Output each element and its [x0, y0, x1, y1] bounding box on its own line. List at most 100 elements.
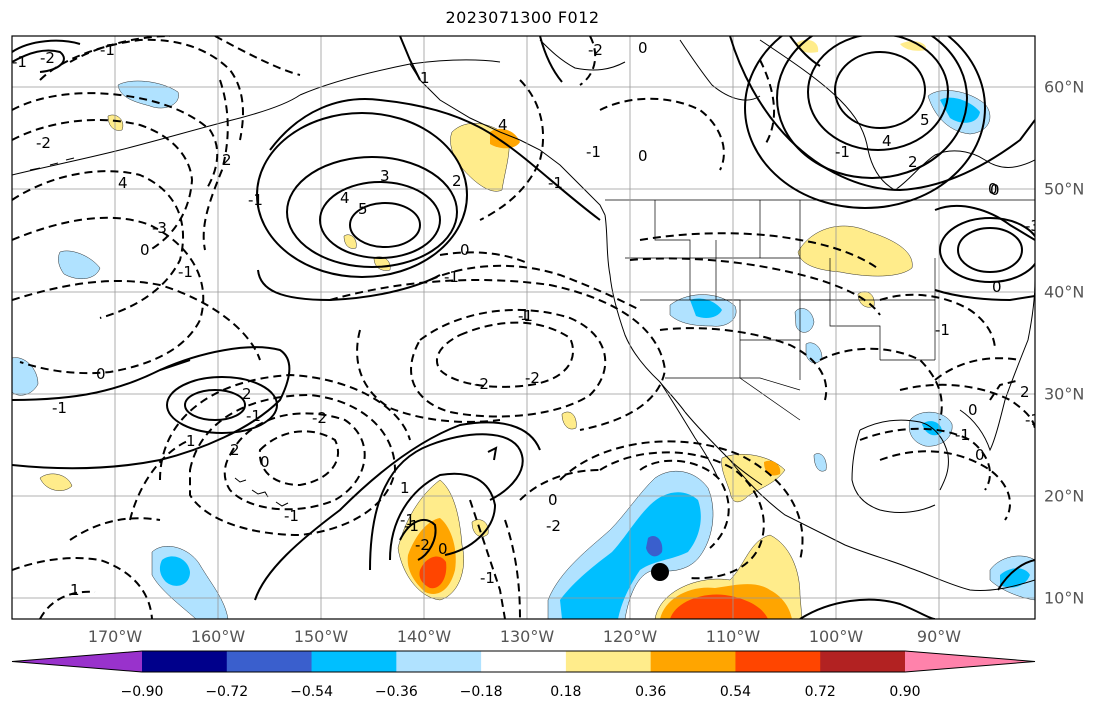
negative-contours: [12, 36, 1035, 619]
contour-label: 0: [140, 241, 150, 259]
contour-label: 0: [992, 278, 1002, 296]
lon-label: 100°W: [808, 627, 864, 646]
contour-label: 0: [990, 181, 1000, 199]
contour-label: 2: [908, 153, 918, 171]
contour-label: 0: [96, 365, 106, 383]
contour-label: 0: [638, 39, 648, 57]
contour-label: 2: [222, 151, 232, 169]
lon-label: 110°W: [705, 627, 761, 646]
map-frame: [11, 35, 1036, 620]
contour-label: -3: [1025, 217, 1040, 235]
contour-label: -2: [588, 41, 603, 59]
lat-label: 20°N: [1044, 486, 1085, 506]
contour-label: -1: [248, 191, 263, 209]
contour-label: -1: [100, 41, 115, 59]
contour-label: -1: [52, 399, 67, 417]
contour-label: 1: [186, 432, 196, 450]
contour-label: 5: [920, 111, 930, 129]
shade-blue: [159, 556, 190, 586]
contour-label: -1: [400, 511, 415, 529]
contour-label: 2: [452, 172, 462, 190]
colorbar-segment: [481, 651, 567, 672]
shade-red-orange: [670, 594, 768, 619]
lat-label: 10°N: [1044, 588, 1085, 608]
colorbar-segment: [226, 651, 313, 672]
contour-label: 1: [420, 69, 430, 87]
contour-label: 0: [438, 540, 448, 558]
colorbar-tick-label: 0.90: [889, 684, 921, 700]
colorbar-tick-label: −0.36: [374, 684, 418, 700]
contour-label: 5: [358, 200, 368, 218]
contour-label: 0: [988, 180, 998, 198]
contour-label: 0: [260, 453, 270, 471]
contour-label: -1: [548, 174, 563, 192]
lat-label: 50°N: [1044, 179, 1085, 199]
contour-label: 4: [118, 174, 128, 192]
colorbar: [11, 650, 1036, 673]
contour-label: 4: [340, 189, 350, 207]
contour-label: -1: [955, 426, 970, 444]
contour-label: 2: [1020, 383, 1030, 401]
contour-label: -2: [525, 369, 540, 387]
shade-blue: [690, 298, 722, 318]
colorbar-tick-label: 0.36: [635, 684, 667, 700]
colorbar-segment: [820, 651, 906, 672]
colorbar-extend-high: [905, 651, 1035, 672]
colorbar-tick-label: 0.54: [719, 684, 752, 700]
location-marker: [651, 563, 669, 581]
contour-label: -2: [40, 49, 55, 67]
contour-label: -2: [415, 536, 430, 554]
contour-label: 0: [975, 446, 985, 464]
lat-label: 30°N: [1044, 384, 1085, 404]
contour-label: 0: [638, 147, 648, 165]
colorbar-segment: [396, 651, 482, 672]
map-title: 2023071300 F012: [445, 8, 600, 27]
contour-label: -1: [480, 569, 495, 587]
colorbar-segment: [650, 651, 736, 672]
colorbar-tick-label: −0.90: [120, 684, 164, 700]
shade-blue: [1000, 568, 1030, 588]
colorbar-tick-label: −0.18: [459, 684, 503, 700]
contour-label: 2: [242, 385, 252, 403]
contour-label: -1: [444, 268, 459, 286]
shade-mid-blue: [646, 535, 663, 557]
shade-light-blue: [58, 250, 101, 279]
contour-label: -1: [12, 53, 27, 71]
colorbar-segment: [311, 651, 397, 672]
lon-label: 90°W: [916, 627, 962, 646]
contour-label: -1: [284, 507, 299, 525]
shade-red-orange: [419, 556, 447, 589]
contour-label: 0: [460, 241, 470, 259]
contour-label: 1: [70, 581, 80, 599]
shade-yellow: [797, 225, 913, 277]
contour-label: -1: [246, 407, 261, 425]
contour-label: 2: [230, 441, 240, 459]
contour-label: 1: [400, 479, 410, 497]
lon-label: 160°W: [190, 627, 246, 646]
colorbar-segment: [142, 651, 228, 672]
coastlines: [12, 39, 1035, 591]
contour-label: -2: [474, 375, 489, 393]
lon-label: 120°W: [602, 627, 658, 646]
lon-label: 170°W: [87, 627, 143, 646]
colorbar-extend-low: [12, 651, 142, 672]
contour-label: 0: [548, 491, 558, 509]
contour-label: -3: [152, 219, 167, 237]
contour-label: -2: [546, 517, 561, 535]
contour-label: -1: [935, 321, 950, 339]
contour-label: -1: [404, 517, 419, 535]
contour-label: 4: [498, 116, 508, 134]
contour-label: -2: [36, 134, 51, 152]
lat-label: 40°N: [1044, 282, 1085, 302]
map-panel: -20-1-2-1-242-3-13452-1014-10-1542-10-30…: [12, 36, 1040, 619]
lon-label: 140°W: [396, 627, 452, 646]
shade-light-blue: [12, 357, 39, 396]
shade-orange: [490, 128, 520, 149]
shade-yellow: [343, 234, 357, 249]
shade-yellow: [900, 41, 927, 51]
colorbar-segment: [735, 651, 821, 672]
shade-blue: [940, 97, 980, 123]
contour-label: -1: [518, 307, 533, 325]
contour-label: 4: [882, 132, 892, 150]
